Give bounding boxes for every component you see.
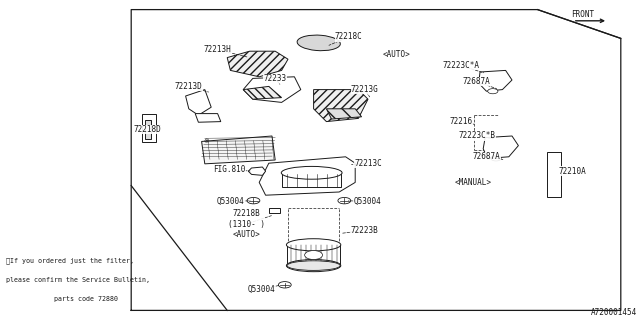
- Bar: [142, 114, 156, 142]
- Polygon shape: [479, 70, 512, 91]
- Circle shape: [305, 251, 323, 260]
- Text: 72223C*B: 72223C*B: [458, 132, 495, 140]
- Text: ※: ※: [203, 138, 209, 144]
- Ellipse shape: [297, 35, 340, 51]
- Bar: [282, 171, 341, 187]
- Text: 72223C*A: 72223C*A: [442, 61, 479, 70]
- Polygon shape: [243, 77, 301, 102]
- Text: 72687A: 72687A: [463, 77, 491, 86]
- Text: Q53004: Q53004: [216, 197, 244, 206]
- Polygon shape: [314, 90, 368, 122]
- Ellipse shape: [287, 239, 341, 251]
- Text: A720001454: A720001454: [591, 308, 637, 317]
- Text: 72233: 72233: [264, 74, 287, 83]
- Polygon shape: [195, 114, 221, 122]
- Polygon shape: [227, 51, 288, 77]
- Circle shape: [338, 197, 351, 204]
- Ellipse shape: [287, 261, 340, 270]
- Circle shape: [247, 197, 260, 204]
- Circle shape: [488, 89, 498, 94]
- Text: 72216: 72216: [449, 117, 472, 126]
- Polygon shape: [483, 136, 518, 158]
- Text: 72213D: 72213D: [175, 82, 203, 91]
- Text: 72218B
(1310- )
<AUTO>: 72218B (1310- ) <AUTO>: [228, 209, 265, 239]
- Text: Q53004: Q53004: [354, 197, 382, 206]
- Bar: [145, 120, 151, 139]
- Text: 72223B: 72223B: [351, 226, 379, 235]
- Text: 72213C: 72213C: [354, 159, 382, 168]
- Ellipse shape: [287, 260, 341, 272]
- Bar: [547, 152, 561, 197]
- Polygon shape: [326, 109, 362, 119]
- Text: 72218D: 72218D: [133, 125, 161, 134]
- Polygon shape: [186, 90, 211, 115]
- Text: FIG.810: FIG.810: [213, 165, 245, 174]
- Circle shape: [491, 156, 501, 161]
- Text: parts code 72880: parts code 72880: [6, 296, 118, 302]
- Text: 72213H: 72213H: [204, 45, 232, 54]
- Text: Q53004: Q53004: [247, 285, 275, 294]
- Text: FRONT: FRONT: [572, 10, 595, 19]
- Bar: [287, 245, 340, 266]
- Text: <AUTO>: <AUTO>: [383, 50, 411, 59]
- Polygon shape: [243, 86, 282, 99]
- Text: ※If you ordered just the filter,: ※If you ordered just the filter,: [6, 258, 134, 264]
- Text: <MANUAL>: <MANUAL>: [455, 178, 492, 187]
- Text: 72210A: 72210A: [559, 167, 587, 176]
- Bar: [269, 208, 280, 213]
- Circle shape: [278, 282, 291, 288]
- Text: please confirm the Service Bulletin,: please confirm the Service Bulletin,: [6, 277, 150, 283]
- Polygon shape: [248, 167, 266, 175]
- Text: 72213G: 72213G: [351, 85, 379, 94]
- Ellipse shape: [282, 166, 342, 179]
- Text: 72687A: 72687A: [472, 152, 500, 161]
- Polygon shape: [202, 136, 275, 164]
- Text: 72218C: 72218C: [335, 32, 363, 41]
- Polygon shape: [259, 157, 355, 195]
